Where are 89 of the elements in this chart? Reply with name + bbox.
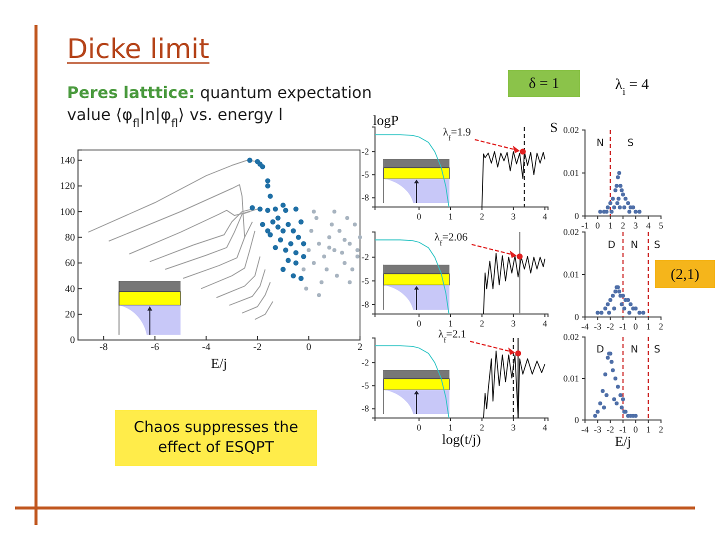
annotation: D: [608, 239, 616, 250]
x-tick-label: 4: [542, 211, 548, 222]
x-tick-label: 1: [608, 220, 613, 230]
y-tick-label: -5: [362, 380, 370, 391]
x-tick-label: -8: [99, 342, 108, 354]
x-tick-label: 3: [633, 220, 638, 230]
annotation: N: [630, 344, 638, 356]
x-tick-label: -3: [594, 321, 602, 332]
y-tick-label: 0.02: [563, 226, 579, 237]
y-tick-label: 80: [65, 232, 75, 244]
x-tick-label: 3: [511, 318, 516, 328]
y-tick-label: 20: [65, 310, 75, 321]
x-tick-label: -6: [150, 342, 160, 354]
x-tick-label: 2: [480, 422, 484, 432]
annotation: S: [654, 239, 660, 250]
annotation: S: [627, 138, 634, 149]
y-tick-label: 0: [574, 414, 580, 425]
y-tick-label: -2: [362, 146, 369, 156]
x-tick-label: 0: [633, 424, 638, 434]
x-tick-label: 2: [480, 211, 484, 222]
x-axis-title: E/j: [210, 357, 228, 372]
x-tick-label: 0: [633, 321, 638, 332]
x-tick-label: -2: [253, 342, 262, 354]
x-tick-label: 0: [416, 318, 422, 328]
x-tick-label: 1: [448, 422, 453, 432]
x-tick-label: -1: [619, 321, 627, 332]
y-tick-label: 140: [60, 155, 75, 166]
x-tick-label: 1: [448, 211, 453, 222]
text: Chaos suppresses the effect of ESQPT: [134, 418, 298, 456]
x-tick-label: 4: [646, 220, 652, 230]
y-tick-label: 0.01: [563, 269, 579, 280]
x-tick-label: 2: [658, 321, 664, 332]
y-tick-label: 0.01: [563, 168, 579, 178]
x-tick-label: -1: [619, 424, 627, 434]
x-tick-label: 0: [306, 342, 312, 354]
y-tick-label: -2: [362, 252, 369, 262]
y-axis-title: S: [550, 121, 558, 136]
x-tick-label: 2: [620, 220, 626, 230]
x-tick-label: 1: [448, 318, 453, 328]
x-tick-label: 5: [658, 220, 664, 230]
y-tick-label: 0.02: [563, 332, 579, 342]
y-tick-label: -8: [362, 299, 370, 310]
y-tick-label: -2: [362, 357, 369, 368]
chart-title: Dicke limit: [67, 34, 210, 65]
text: λ$_{i}$ = 4: [615, 77, 650, 98]
annotation: N: [596, 138, 604, 149]
x-tick-label: -3: [594, 424, 602, 434]
annotation: λ$_{f}$=2.1: [438, 328, 466, 344]
annotation: N: [630, 239, 638, 250]
x-tick-label: 0: [595, 220, 600, 230]
y-tick-label: -8: [362, 192, 370, 203]
x-tick-label: 0: [416, 422, 422, 432]
x-tick-label: 3: [511, 422, 516, 432]
y-axis-title: logP: [373, 114, 399, 129]
x-tick-label: 4: [542, 318, 548, 328]
x-tick-label: -1: [581, 220, 589, 230]
y-tick-label: 0: [70, 335, 75, 346]
x-tick-label: 1: [646, 321, 651, 332]
x-tick-label: -4: [202, 342, 210, 354]
x-axis-title: log(t/j): [442, 433, 482, 448]
text: (2,1): [670, 267, 700, 283]
x-tick-label: 3: [511, 211, 516, 222]
y-tick-label: 0: [574, 312, 580, 322]
x-tick-label: 1: [646, 424, 651, 434]
y-tick-label: -5: [362, 170, 370, 180]
y-tick-label: 0.02: [563, 124, 579, 135]
y-tick-label: 40: [65, 284, 75, 295]
y-tick-label: 120: [60, 181, 75, 192]
y-tick-label: 100: [60, 206, 75, 218]
x-tick-label: -4: [581, 424, 590, 434]
text: Peres latttice: quantum expectation value ⟨φ$_{fl}$|n|φ$_{fl}$⟩ vs. energy l: [67, 83, 372, 130]
y-tick-label: -8: [362, 404, 370, 414]
x-tick-label: 2: [358, 342, 362, 354]
x-axis-title: E/j: [614, 435, 632, 450]
x-tick-label: -2: [606, 424, 614, 434]
y-tick-label: 60: [65, 258, 75, 270]
x-tick-label: -2: [606, 321, 614, 332]
x-tick-label: -4: [581, 321, 590, 332]
x-tick-label: 2: [658, 424, 664, 434]
y-tick-label: -5: [362, 276, 370, 286]
y-tick-label: 0.01: [563, 373, 579, 384]
text: δ = 1: [528, 76, 560, 92]
x-tick-label: 4: [542, 422, 548, 432]
annotation: D: [596, 344, 604, 356]
annotation: S: [654, 344, 660, 356]
x-tick-label: 0: [416, 211, 422, 222]
x-tick-label: 2: [480, 318, 484, 328]
annotation: λ$_{f}$=1.9: [442, 126, 472, 142]
annotation: λ$_{f}$=2.06: [434, 231, 468, 247]
